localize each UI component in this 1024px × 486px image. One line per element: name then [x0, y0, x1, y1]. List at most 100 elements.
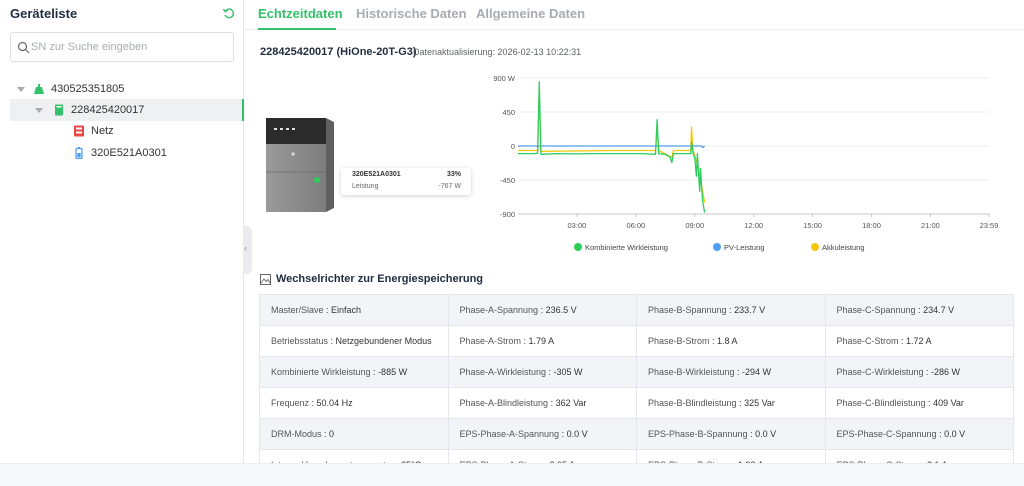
tab-history[interactable]: Historische Daten [356, 6, 467, 21]
chevron-left-icon: ‹ [244, 243, 247, 253]
param-value: 1.8 A [717, 336, 738, 346]
x-tick-label: 15:00 [803, 221, 822, 230]
param-value: 50.04 Hz [316, 398, 353, 408]
chevron-down-icon[interactable] [35, 106, 43, 114]
x-tick-label: 12:00 [744, 221, 763, 230]
table-cell: Phase-C-Spannung : 234.7 V [825, 295, 1014, 326]
search-input[interactable] [31, 34, 229, 60]
table-cell: Master/Slave : Einfach [260, 295, 449, 326]
param-label: Phase-A-Strom [459, 336, 522, 346]
y-tick-label: 0 [511, 142, 515, 151]
series-line-2 [518, 92, 706, 203]
param-label: DRM-Modus [271, 429, 322, 439]
param-value: 1.79 A [528, 336, 555, 346]
y-tick-label: -900 [500, 210, 515, 219]
param-value: 236.5 V [545, 305, 577, 315]
search-box [10, 32, 234, 62]
legend-label: Akkuleistung [822, 243, 865, 252]
tree-item-label: Netz [91, 125, 114, 137]
table-row: Master/Slave : Einfach Phase-A-Spannung :… [260, 295, 1014, 326]
device-title: 228425420017 (HiOne-20T-G3) [260, 46, 417, 58]
table-cell: Kombinierte Wirkleistung : -885 W [260, 357, 449, 388]
table-cell: Phase-A-Wirkleistung : -305 W [448, 357, 637, 388]
param-label: Phase-C-Blindleistung [836, 398, 926, 408]
refresh-icon[interactable] [222, 6, 236, 20]
param-label: Phase-A-Blindleistung [459, 398, 549, 408]
tree-item-plant[interactable]: 430525351805 [10, 78, 244, 100]
param-separator: : [538, 305, 546, 315]
table-row: Betriebsstatus : Netzgebundener Modus Pha… [260, 326, 1014, 357]
param-label: EPS-Phase-C-Spannung [836, 429, 937, 439]
param-value: 234.7 V [923, 305, 955, 315]
tab-general[interactable]: Allgemeine Daten [476, 6, 586, 21]
tree-item-label: 430525351805 [51, 83, 125, 95]
param-separator: : [321, 429, 330, 439]
table-row: DRM-Modus : 0 EPS-Phase-A-Spannung : 0.0 … [260, 419, 1014, 450]
parameter-table: Master/Slave : Einfach Phase-A-Spannung :… [259, 294, 1014, 481]
tooltip-soc: 33% [446, 171, 461, 178]
battery-icon [75, 147, 83, 159]
param-separator: : [709, 336, 718, 346]
sidebar-collapse-handle[interactable]: ‹ [243, 226, 252, 274]
table-cell: Betriebsstatus : Netzgebundener Modus [260, 326, 449, 357]
sidebar-header: Geräteliste [10, 6, 236, 22]
tree-item-grid[interactable]: Netz [10, 120, 244, 142]
chevron-down-icon[interactable] [17, 85, 25, 93]
legend-marker [574, 243, 582, 251]
param-separator: : [521, 336, 529, 346]
x-tick-label: 06:00 [626, 221, 645, 230]
tree-item-battery[interactable]: 320E521A0301 [10, 142, 244, 164]
param-label: EPS-Phase-A-Spannung [459, 429, 560, 439]
param-value: -286 W [931, 367, 961, 377]
param-separator: : [323, 305, 332, 315]
param-value: 0.0 V [566, 429, 588, 439]
grid-icon [74, 125, 84, 137]
param-label: Phase-A-Spannung [459, 305, 539, 315]
param-value: 0.0 V [944, 429, 966, 439]
inverter-icon [55, 104, 63, 116]
tooltip-power-value: -767 W [438, 183, 461, 190]
x-tick-label: 18:00 [862, 221, 881, 230]
param-separator: : [309, 398, 317, 408]
table-cell: Frequenz : 50.04 Hz [260, 388, 449, 419]
y-tick-label: 900 W [493, 74, 516, 83]
param-label: Phase-C-Wirkleistung [836, 367, 924, 377]
param-separator: : [936, 429, 945, 439]
param-label: Phase-C-Spannung [836, 305, 916, 315]
tab-bar: Echtzeitdaten Historische Daten Allgemei… [244, 0, 1024, 30]
power-line-chart: 900 W 450 0 -450 -900 03:00 06:00 09:00 12:00 15:… [493, 74, 999, 252]
device-list-sidebar: Geräteliste 430525351805 [0, 0, 244, 463]
table-cell: Phase-B-Spannung : 233.7 V [637, 295, 826, 326]
search-icon [17, 41, 30, 54]
param-value: 0.0 V [755, 429, 777, 439]
param-label: EPS-Phase-B-Spannung [648, 429, 748, 439]
param-value: 325 Var [744, 398, 775, 408]
table-cell: Phase-B-Strom : 1.8 A [637, 326, 826, 357]
param-value: -305 W [553, 367, 583, 377]
inverter-image [266, 118, 334, 212]
param-separator: : [898, 336, 907, 346]
plant-icon [34, 84, 44, 94]
table-cell: Phase-C-Strom : 1.72 A [825, 326, 1014, 357]
table-cell: Phase-B-Wirkleistung : -294 W [637, 357, 826, 388]
param-separator: : [726, 305, 735, 315]
param-label: Phase-B-Blindleistung [648, 398, 737, 408]
param-separator: : [559, 429, 567, 439]
param-separator: : [747, 429, 756, 439]
series-line-0 [518, 81, 706, 213]
param-separator: : [370, 367, 379, 377]
x-tick-label: 03:00 [568, 221, 587, 230]
series-line-1 [518, 145, 706, 149]
tab-realtime[interactable]: Echtzeitdaten [258, 6, 343, 21]
footer-bar [0, 463, 1024, 486]
param-separator: : [925, 398, 934, 408]
param-label: Phase-B-Strom [648, 336, 710, 346]
sidebar-title: Geräteliste [10, 6, 78, 21]
param-value: 1.72 A [906, 336, 932, 346]
param-label: Master/Slave [271, 305, 324, 315]
image-icon [260, 273, 271, 285]
param-label: Frequenz [271, 398, 310, 408]
tree-item-inverter[interactable]: 228425420017 [10, 99, 244, 121]
x-tick-label: 23:59 [980, 221, 999, 230]
